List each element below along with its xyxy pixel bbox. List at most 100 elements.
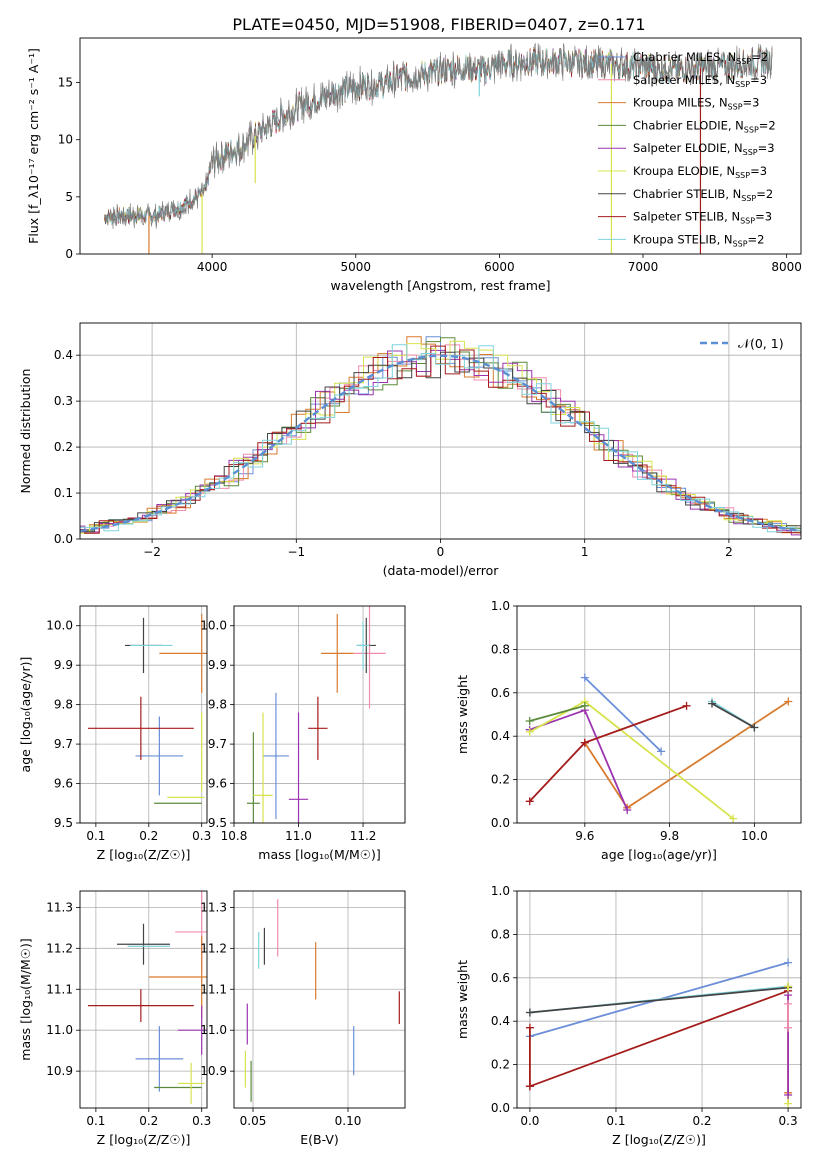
legend-subscript: SSP bbox=[728, 103, 743, 112]
x-tick-label: 11.0 bbox=[285, 829, 312, 843]
legend-entry: Salpeter ELODIE, NSSP=3 bbox=[633, 141, 775, 157]
x-axis-label: wavelength [Angstrom, rest frame] bbox=[330, 278, 550, 293]
y-tick-label: 0.2 bbox=[491, 1058, 510, 1072]
x-tick-label: 1 bbox=[581, 545, 589, 559]
legend-subscript: SSP bbox=[733, 239, 748, 248]
mass-weight-marker bbox=[525, 1082, 534, 1091]
y-tick-label: 10.0 bbox=[200, 619, 227, 633]
mass-weight-marker bbox=[580, 673, 589, 682]
mass-weight-marker bbox=[707, 699, 716, 708]
legend-entry: Chabrier ELODIE, NSSP=2 bbox=[633, 118, 776, 134]
y-tick-label: 10.0 bbox=[46, 619, 73, 633]
y-tick-label: 9.7 bbox=[54, 737, 73, 751]
mass-weight-marker bbox=[784, 1023, 793, 1032]
y-tick-label: 0.8 bbox=[491, 642, 510, 656]
x-tick-label: 0.0 bbox=[520, 1114, 539, 1128]
residuals-panel: −2 −1 0 1 2 0.0 0.1 0.2 0.3 0.4 (data-model)/error… bbox=[18, 322, 802, 578]
x-tick-label: 5000 bbox=[340, 260, 371, 274]
residual-histogram bbox=[80, 344, 801, 533]
mass-weight-line bbox=[529, 709, 629, 811]
y-axis-label: Normed distribution bbox=[18, 369, 33, 494]
x-tick-label: 0.2 bbox=[139, 1114, 158, 1128]
legend-nssp: =3 bbox=[750, 164, 767, 178]
legend-nssp: =2 bbox=[751, 50, 768, 64]
mass-weight-vs-Z-panel: 0.0 0.1 0.2 0.3 0.0 0.2 0.4 0.6 0.8 1.0 Z [log₁₀(Z… bbox=[455, 884, 802, 1147]
y-tick-label: 0.2 bbox=[491, 773, 510, 787]
y-tick-label: 0.6 bbox=[491, 971, 510, 985]
x-tick-label: 0.2 bbox=[139, 829, 158, 843]
y-tick-label: 0.8 bbox=[491, 927, 510, 941]
mass-weight-lines bbox=[525, 673, 793, 823]
y-tick-label: 11.2 bbox=[46, 941, 73, 955]
y-tick-label: 11.3 bbox=[46, 900, 73, 914]
legend-nssp: =2 bbox=[756, 187, 773, 201]
y-tick-label: 0.0 bbox=[54, 532, 73, 546]
age-vs-Z-panel: 0.1 0.2 0.3 9.5 9.6 9.7 9.8 9.9 10.0 Z [log₁₀(Z/Z… bbox=[18, 605, 211, 862]
y-tick-label: 11.0 bbox=[200, 1023, 227, 1037]
x-tick-label: 0.3 bbox=[779, 1114, 798, 1128]
residual-histogram bbox=[80, 351, 801, 537]
x-axis-label: Z [log₁₀(Z/Z☉)] bbox=[97, 1132, 191, 1147]
legend-subscript: SSP bbox=[735, 171, 750, 180]
axes-frame bbox=[233, 890, 406, 1109]
x-axis-label: Z [log₁₀(Z/Z☉)] bbox=[97, 847, 191, 862]
y-tick-label: 9.7 bbox=[208, 737, 227, 751]
x-tick-label: 0.1 bbox=[606, 1114, 625, 1128]
age-vs-mass-panel: 10.8 11.0 11.2 9.5 9.6 9.7 9.8 9.9 10.0 mass [log… bbox=[200, 605, 406, 862]
y-tick-label: 11.1 bbox=[200, 982, 227, 996]
x-tick-label: 4000 bbox=[197, 260, 228, 274]
errorbars bbox=[244, 899, 400, 1102]
axes-frame bbox=[516, 605, 802, 824]
mass-weight-marker bbox=[784, 697, 793, 706]
y-tick-label: 9.6 bbox=[208, 777, 227, 791]
x-axis-label: (data-model)/error bbox=[383, 563, 500, 578]
spectrum-legend: Chabrier MILES, NSSP=2 Salpeter MILES, NS… bbox=[598, 50, 776, 248]
x-tick-label: 10.0 bbox=[741, 829, 768, 843]
x-tick-label: 0.05 bbox=[240, 1114, 267, 1128]
legend-nssp: =2 bbox=[748, 232, 765, 246]
mass-weight-line bbox=[584, 676, 662, 753]
mass-weight-marker bbox=[784, 1099, 793, 1108]
x-tick-label: −2 bbox=[143, 545, 161, 559]
mass-weight-line bbox=[584, 700, 789, 810]
y-tick-label: 11.1 bbox=[46, 982, 73, 996]
x-tick-label: 0.3 bbox=[192, 829, 211, 843]
mass-vs-ebv-panel: 0.05 0.10 10.9 11.0 11.1 11.2 11.3 E(B-V) bbox=[200, 890, 406, 1147]
x-tick-label: 2 bbox=[725, 545, 733, 559]
x-tick-label: 7000 bbox=[628, 260, 659, 274]
spectrum-panel: 4000 5000 6000 7000 8000 0 5 10 15 wavelength [An… bbox=[26, 37, 802, 293]
y-tick-label: 10.9 bbox=[46, 1064, 73, 1078]
mass-weight-marker bbox=[729, 814, 738, 823]
x-tick-label: −1 bbox=[287, 545, 305, 559]
y-tick-label: 1.0 bbox=[491, 599, 510, 613]
y-axis-label: age [log₁₀(age/yr)] bbox=[18, 657, 33, 773]
figure-title: PLATE=0450, MJD=51908, FIBERID=0407, z=0… bbox=[232, 15, 645, 34]
legend-entry: Salpeter MILES, NSSP=3 bbox=[633, 73, 767, 89]
mass-weight-marker bbox=[784, 958, 793, 967]
x-tick-label: 9.8 bbox=[660, 829, 679, 843]
gaussian-curve bbox=[80, 354, 801, 533]
x-tick-label: 9.6 bbox=[575, 829, 594, 843]
x-tick-label: 0 bbox=[437, 545, 445, 559]
y-tick-label: 1.0 bbox=[491, 884, 510, 898]
y-axis-label: mass weight bbox=[455, 675, 470, 754]
observed-spectrum-line bbox=[104, 42, 773, 230]
y-tick-label: 5 bbox=[65, 190, 73, 204]
y-tick-label: 9.8 bbox=[54, 698, 73, 712]
legend-subscript: SSP bbox=[740, 217, 755, 226]
y-tick-label: 11.0 bbox=[46, 1023, 73, 1037]
y-tick-label: 11.2 bbox=[200, 941, 227, 955]
y-tick-label: 9.5 bbox=[54, 816, 73, 830]
mass-weight-marker bbox=[580, 738, 589, 747]
errorbars bbox=[87, 891, 207, 1104]
axes-frame bbox=[233, 605, 406, 824]
y-axis-label: mass [log₁₀(M/M☉)] bbox=[18, 938, 33, 1060]
y-tick-label: 0.1 bbox=[54, 486, 73, 500]
x-axis-label: mass [log₁₀(M/M☉)] bbox=[258, 847, 380, 862]
mass-weight-line bbox=[529, 704, 586, 722]
y-tick-label: 9.6 bbox=[54, 777, 73, 791]
legend-nssp: =2 bbox=[759, 118, 776, 132]
mass-weight-marker bbox=[525, 1023, 534, 1032]
mass-weight-marker bbox=[784, 999, 793, 1008]
